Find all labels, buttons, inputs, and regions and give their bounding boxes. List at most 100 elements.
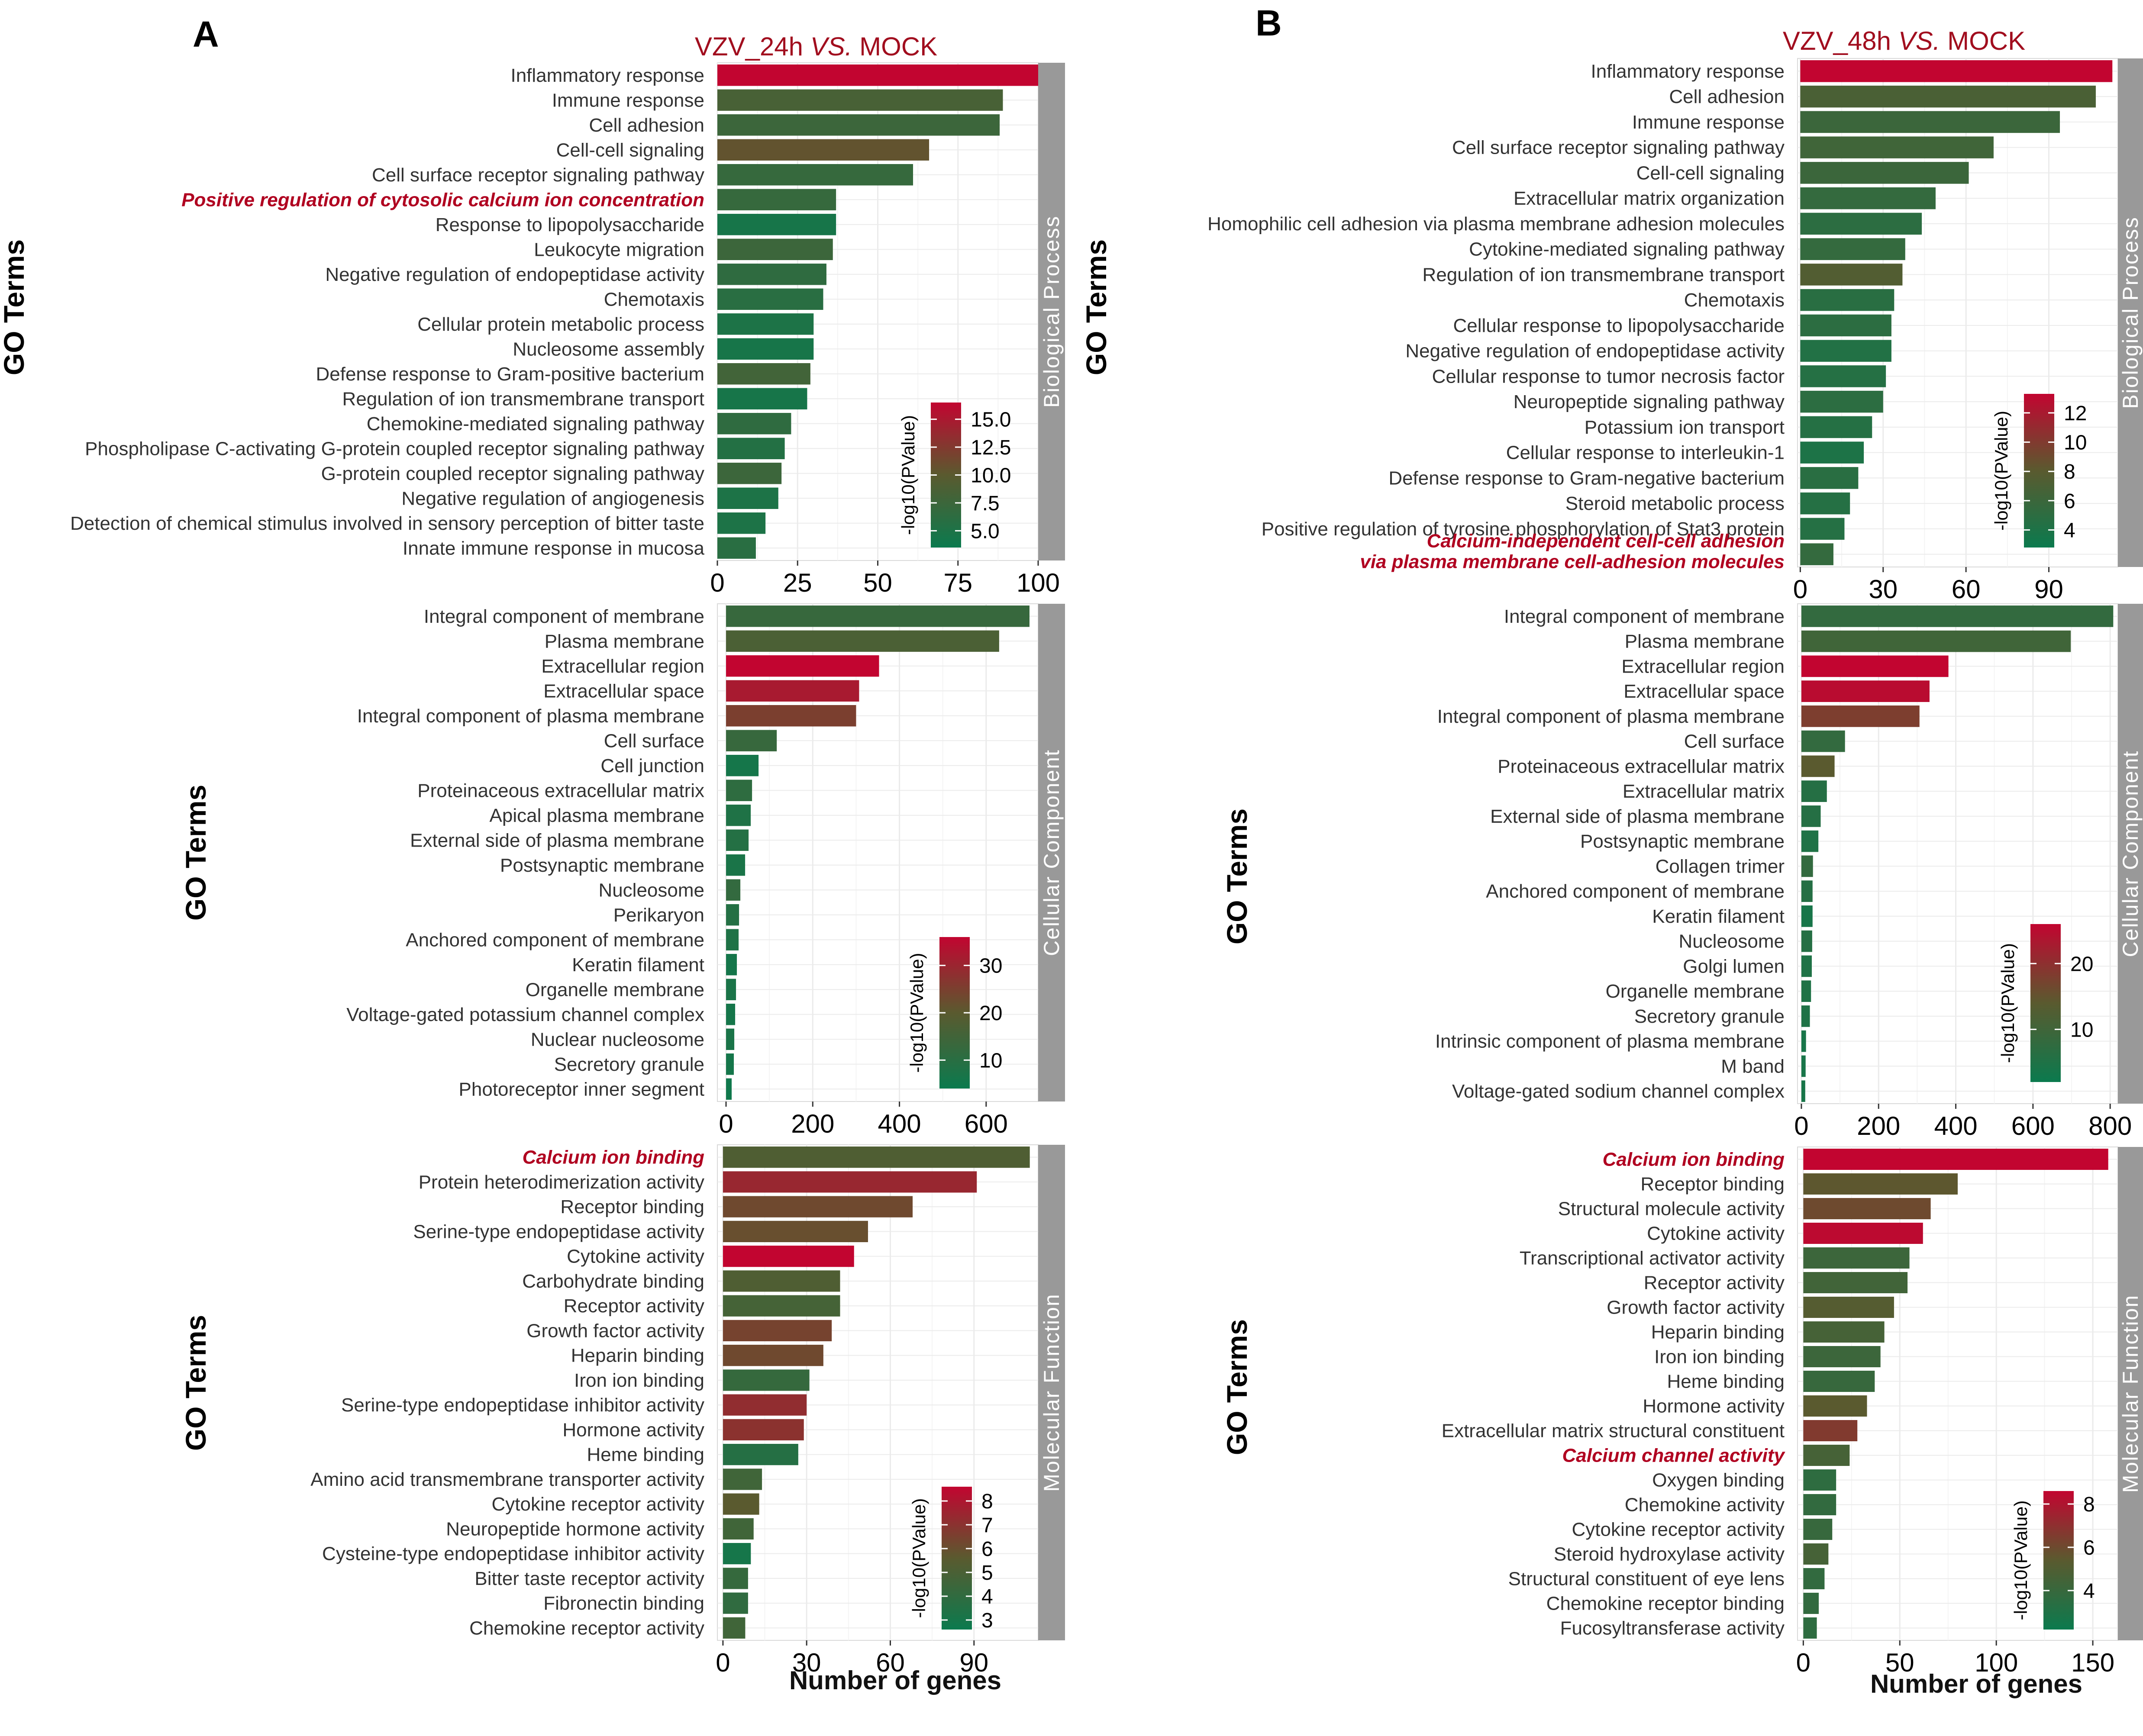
term-label: Cellular response to lipopolysaccharide: [1453, 315, 1785, 336]
term-label: Neuropeptide hormone activity: [446, 1518, 704, 1540]
x-tick-label: 0: [716, 1648, 730, 1677]
bar: [1800, 518, 1845, 540]
panel-a-label: A: [193, 14, 219, 55]
term-label: Positive regulation of tyrosine phosphor…: [1262, 519, 1785, 540]
bar: [1800, 314, 1891, 337]
bar: [1801, 780, 1827, 802]
legend-title: -log10(PValue): [1998, 943, 2018, 1063]
bar: [1801, 980, 1811, 1002]
term-label: Apical plasma membrane: [490, 805, 704, 826]
legend-tick-label: 4: [2064, 519, 2075, 542]
bar: [1801, 705, 1920, 727]
term-label: Organelle membrane: [1606, 981, 1785, 1002]
term-label: Chemokine activity: [1625, 1494, 1785, 1516]
term-label: Receptor binding: [1640, 1174, 1785, 1195]
bar: [1801, 930, 1812, 952]
term-label: Nucleosome: [1678, 931, 1785, 952]
panel-b-label: B: [1255, 3, 1282, 43]
term-label: Negative regulation of endopeptidase act…: [1405, 341, 1785, 362]
legend-colorbar: [2043, 1491, 2074, 1630]
term-label: Cell surface receptor signaling pathway: [1452, 137, 1785, 158]
term-label: Extracellular region: [541, 656, 704, 677]
bar: [717, 89, 1003, 111]
bar: [723, 1369, 810, 1391]
legend-tick-label: 8: [2064, 461, 2075, 483]
bar: [1803, 1444, 1850, 1466]
bar: [1800, 492, 1850, 515]
term-label: Cytokine receptor activity: [1572, 1519, 1785, 1540]
term-label: Extracellular space: [543, 680, 704, 702]
term-label: Structural molecule activity: [1558, 1198, 1785, 1220]
term-label: Secretory granule: [554, 1054, 704, 1075]
term-label: G-protein coupled receptor signaling pat…: [321, 463, 704, 484]
term-label: Cell-cell signaling: [1636, 162, 1785, 184]
term-label: Inflammatory response: [510, 65, 704, 86]
legend-tick-label: 6: [2064, 490, 2075, 513]
bar: [1800, 441, 1864, 464]
facet-strip: [1038, 1145, 1065, 1640]
legend-title: -log10(PValue): [2011, 1500, 2031, 1620]
bar: [723, 1171, 977, 1193]
term-label: Cell surface receptor signaling pathway: [372, 164, 704, 186]
term-label: Cell surface: [604, 730, 704, 751]
x-axis-title-a: Number of genes: [789, 1666, 1001, 1695]
panel-b-title: VZV_48h VS. MOCK: [1783, 26, 2025, 55]
chart-b-molecular-function: Calcium ion binding Receptor binding Struc…: [1221, 1147, 2143, 1677]
bar: [1801, 855, 1813, 877]
term-label: Cellular response to interleukin-1: [1506, 442, 1785, 464]
bar: [723, 1345, 823, 1366]
bar: [1801, 1030, 1806, 1052]
panel-a-title-prefix: VZV_24h: [695, 32, 810, 61]
bar: [1801, 655, 1949, 677]
term-label: Nucleosome assembly: [513, 338, 704, 360]
bar: [1803, 1617, 1817, 1639]
x-tick-label: 0: [1794, 1111, 1808, 1140]
facet-strip: [2118, 1147, 2143, 1640]
term-label: Immune response: [552, 90, 704, 111]
term-label-line: via plasma membrane cell-adhesion molecu…: [1360, 551, 1785, 573]
term-label: Nuclear nucleosome: [531, 1029, 704, 1050]
term-label: Phospholipase C-activating G-protein cou…: [85, 438, 704, 459]
bar: [726, 954, 737, 976]
bar: [1801, 680, 1930, 702]
bar: [723, 1246, 854, 1267]
bar: [717, 189, 836, 210]
x-tick-label: 100: [1017, 568, 1060, 597]
panel-a-title: VZV_24h VS. MOCK: [695, 32, 937, 61]
bar: [726, 1028, 735, 1050]
term-label: Cell adhesion: [589, 115, 704, 136]
bar: [1801, 630, 2071, 652]
legend-tick-label: 10: [2064, 432, 2087, 454]
term-label: Positive regulation of cytosolic calcium…: [181, 189, 704, 210]
bar: [1800, 162, 1969, 184]
bar: [1801, 1055, 1806, 1077]
term-label: Collagen trimer: [1656, 856, 1785, 877]
x-axis-title-b: Number of genes: [1870, 1669, 2082, 1698]
term-label: Chemokine receptor activity: [469, 1617, 704, 1639]
term-label: Serine-type endopeptidase activity: [413, 1221, 704, 1242]
term-label: Bitter taste receptor activity: [474, 1568, 704, 1589]
bar: [1803, 1272, 1908, 1294]
term-label: Chemokine-mediated signaling pathway: [367, 413, 704, 435]
bar: [717, 64, 1042, 86]
bar: [1803, 1247, 1910, 1269]
bar: [726, 779, 752, 801]
bar: [723, 1196, 913, 1217]
term-label: Intrinsic component of plasma membrane: [1435, 1031, 1785, 1052]
term-label: Receptor activity: [1644, 1272, 1785, 1294]
legend-tick-label: 10: [2070, 1018, 2093, 1041]
facet-strip-label: Biological Process: [2118, 216, 2143, 409]
y-axis-title: GO Terms: [1221, 808, 1253, 944]
legend-title: -log10(PValue): [907, 953, 927, 1073]
x-tick-label: 600: [965, 1109, 1008, 1138]
bar: [1803, 1592, 1819, 1614]
bar: [723, 1568, 748, 1589]
x-tick-label: 30: [792, 1648, 821, 1677]
bar: [1800, 238, 1905, 260]
term-label: Heme binding: [1667, 1371, 1785, 1392]
bar: [1803, 1543, 1829, 1565]
bar: [717, 463, 782, 484]
x-tick-label: 75: [943, 568, 972, 597]
term-label: Integral component of membrane: [1504, 606, 1785, 627]
